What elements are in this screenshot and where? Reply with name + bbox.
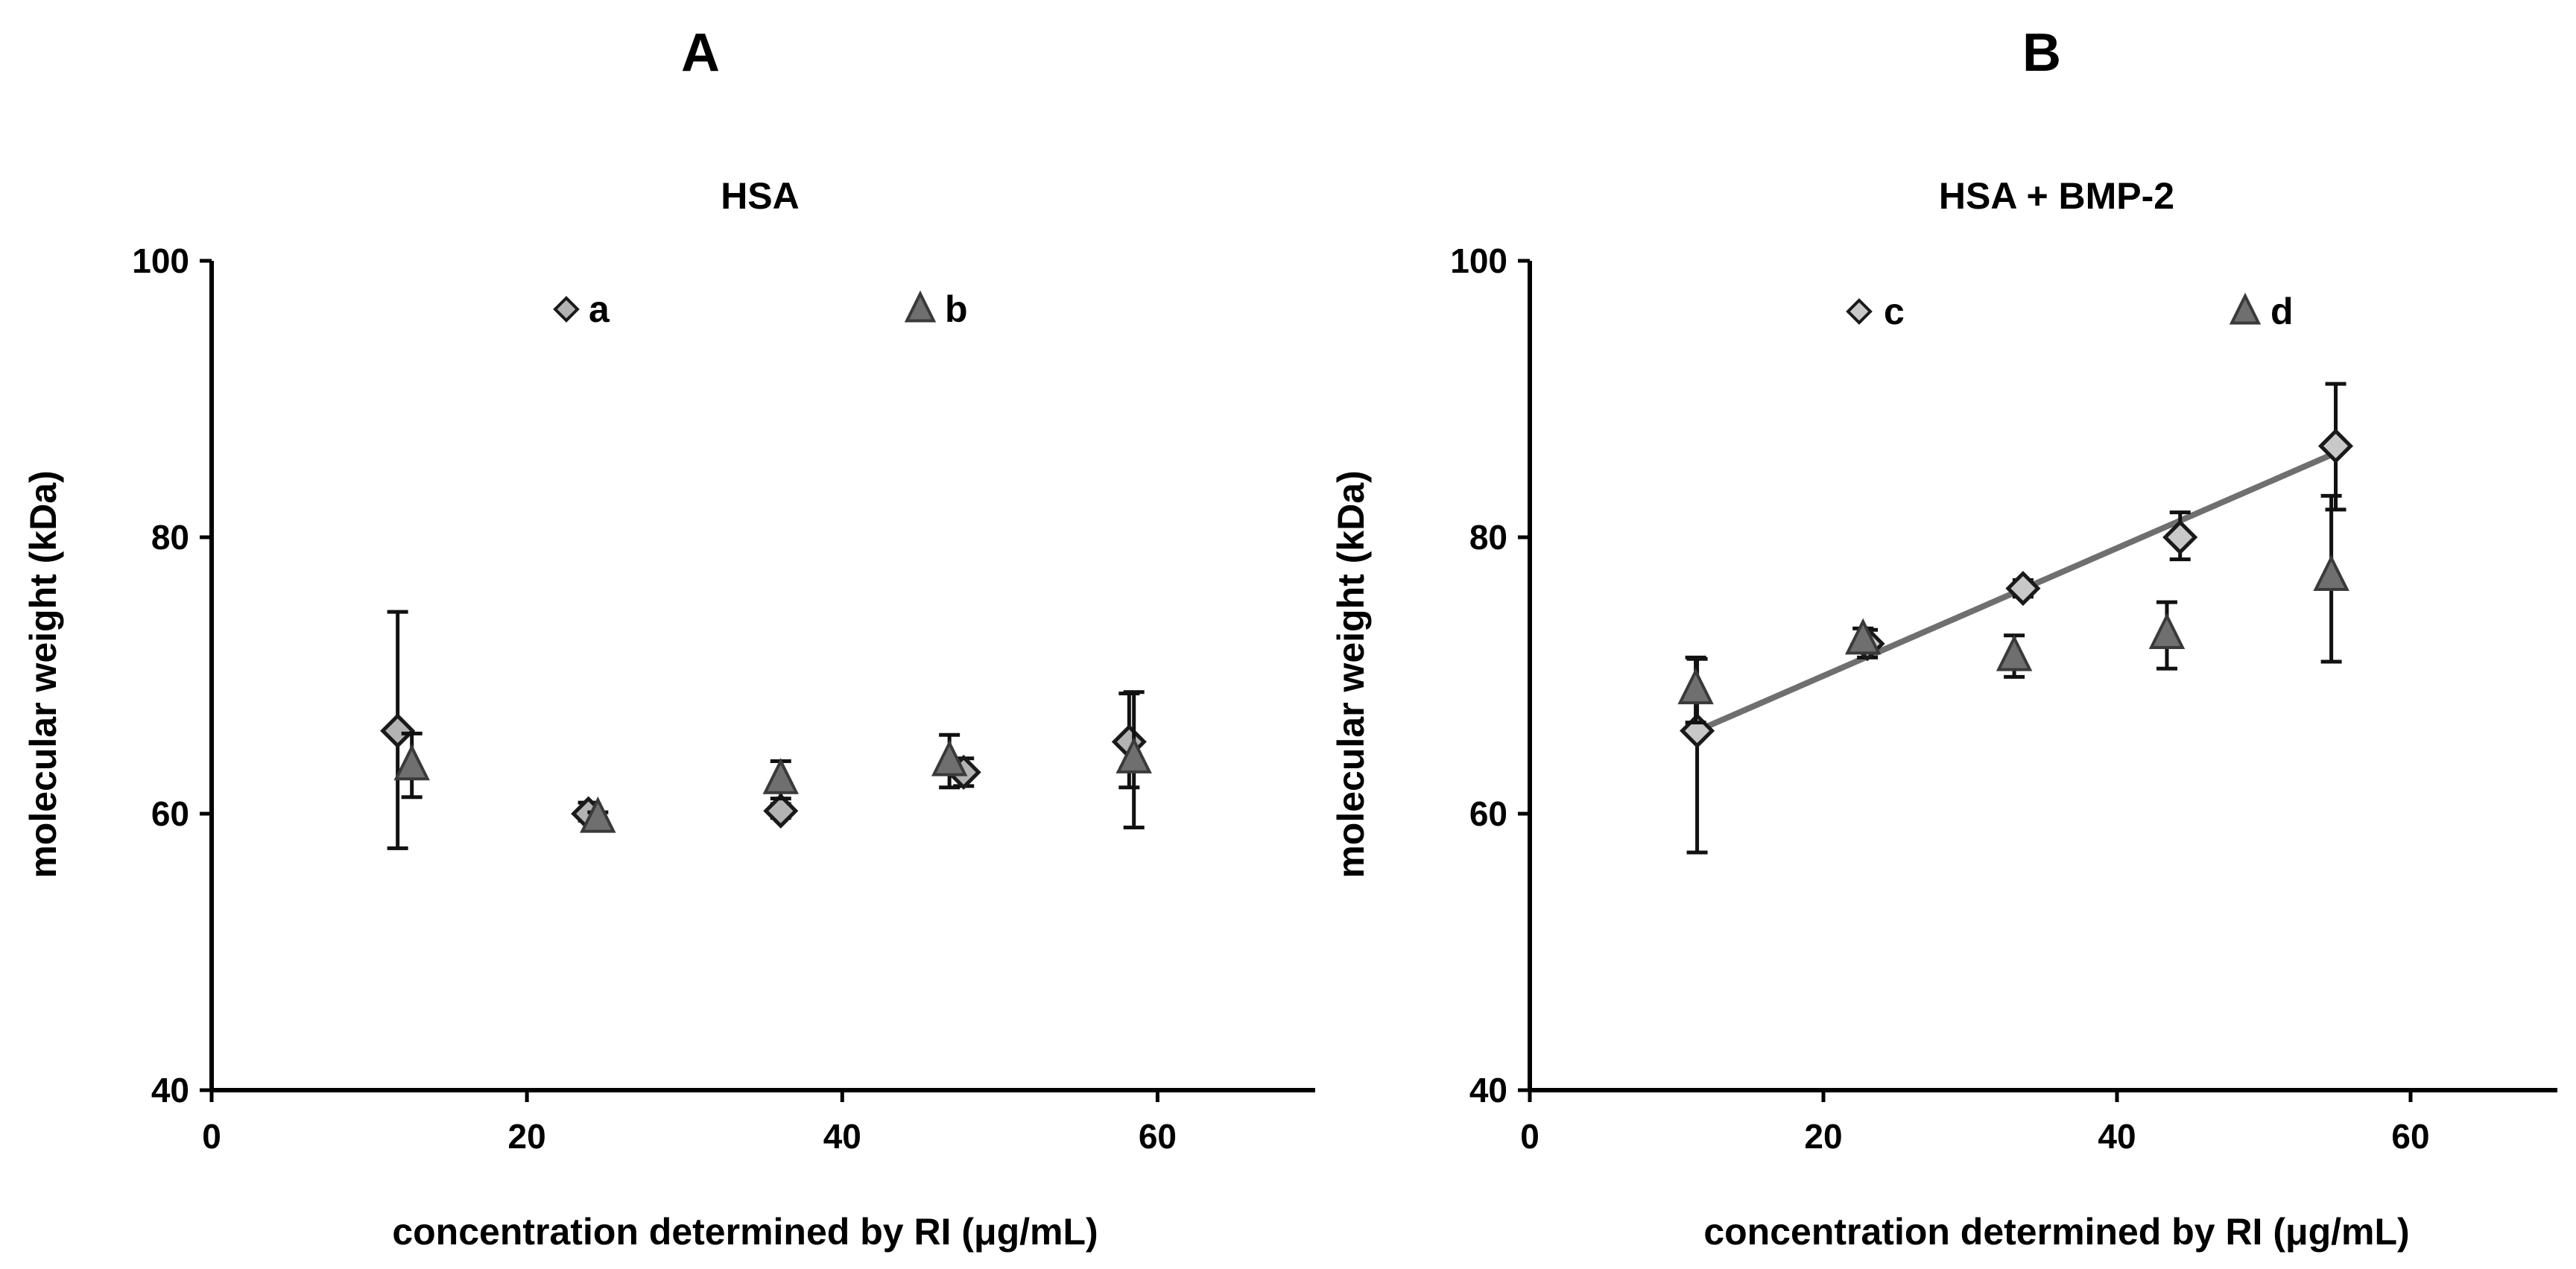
y-tick-label-a-40: 40 [151,1071,189,1110]
data-point-b-2 [762,757,799,794]
data-point-c-4 [2317,428,2354,464]
marks-b [1677,382,2354,855]
x-axis-label-b: concentration determined by RI (μg/mL) [1703,1211,2409,1253]
data-point-c-3 [2162,519,2198,555]
legend-label-a: a [589,288,610,330]
y-tick-label-b-40: 40 [1469,1071,1507,1110]
x-axis-label-a: concentration determined by RI (μg/mL) [392,1211,1098,1253]
legend-label-d: d [2270,291,2294,332]
data-point-a-0 [380,713,416,749]
x-tick-label-b-0: 0 [1520,1117,1539,1156]
panel-letter-b: B [2022,23,2061,83]
legend-label-c: c [1884,291,1905,332]
legend-marker-b [904,290,937,323]
data-point-a-2 [763,793,799,829]
y-tick-label-b-60: 60 [1469,794,1507,833]
x-tick-label-b-60: 60 [2391,1117,2429,1156]
panel-letter-a: A [681,23,720,83]
series-d [1677,493,2349,725]
marks-a [380,610,1152,850]
data-point-b-4 [1115,737,1152,773]
x-tick-label-a-40: 40 [823,1117,861,1156]
y-tick-label-b-80: 80 [1469,518,1507,557]
legend-marker-d [2229,292,2262,325]
x-tick-label-b-40: 40 [2098,1117,2136,1156]
axes-b: 40 60 80 100 0 20 40 60 c d [1450,241,2557,1156]
series-b [393,690,1152,833]
y-tick-label-a-60: 60 [151,794,189,833]
legend-marker-a [553,296,580,323]
x-tick-label-a-60: 60 [1139,1117,1177,1156]
x-tick-label-a-20: 20 [508,1117,546,1156]
y-tick-label-a-100: 100 [132,241,189,280]
panel-b: B HSA + BMP-2 40 60 80 100 0 20 40 60 c d concent… [1330,23,2557,1253]
data-point-d-1 [1844,618,1882,655]
axes-a: 40 60 80 100 0 20 40 60 a b [132,241,1315,1156]
chart-title-b: HSA + BMP-2 [1939,175,2174,217]
data-point-b-3 [931,739,968,776]
y-axis-label-a: molecular weight (kDa) [22,470,64,878]
series-a [380,610,1147,850]
series-c [1680,382,2354,855]
data-point-d-4 [2313,554,2349,592]
y-tick-label-b-100: 100 [1450,241,1507,280]
x-tick-label-a-0: 0 [202,1117,221,1156]
data-point-d-2 [1996,634,2033,671]
y-axis-label-b: molecular weight (kDa) [1330,470,1372,878]
panel-a: A HSA 40 60 80 100 0 20 40 60 a b concentration d… [22,23,1315,1253]
y-tick-label-a-80: 80 [151,518,189,557]
data-point-d-3 [2148,613,2186,649]
data-point-d-0 [1677,668,1714,705]
data-point-b-1 [580,796,616,833]
x-tick-label-b-20: 20 [1804,1117,1842,1156]
data-point-c-2 [2005,571,2041,607]
legend-label-b: b [945,288,968,330]
data-point-b-0 [393,744,430,781]
legend-marker-c [1846,298,1873,325]
chart-title-a: HSA [721,175,800,217]
